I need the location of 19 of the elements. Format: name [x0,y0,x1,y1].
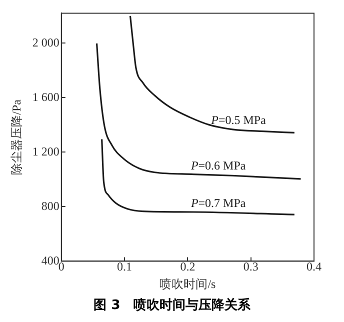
series-label: P=0.5 MPa [210,112,267,127]
text: 图 3 喷吹时间与压降关系 [92,296,252,314]
line-series [96,42,302,180]
y-tick-label: 800 [41,198,60,213]
y-axis-title: 除尘器压降/Pa [9,98,24,175]
line-series [101,138,296,216]
x-tick-label: 0.1 [117,260,132,274]
y-tick-label: 400 [41,253,60,268]
x-axis-title: 喷吹时间/s [160,276,216,291]
x-tick-label: 0.2 [180,260,196,274]
y-tick-label: 2 000 [32,35,60,50]
y-tick-label: 1 200 [32,144,60,158]
x-tick-label: 0.4 [306,260,322,274]
series-label: P=0.7 MPa [190,196,246,210]
y-tick-label: 1 600 [32,90,60,104]
x-tick-label: 0 [58,260,64,274]
line-series [129,15,296,134]
x-tick-label: 0.3 [243,260,258,274]
series-label: P=0.6 MPa [190,158,246,172]
